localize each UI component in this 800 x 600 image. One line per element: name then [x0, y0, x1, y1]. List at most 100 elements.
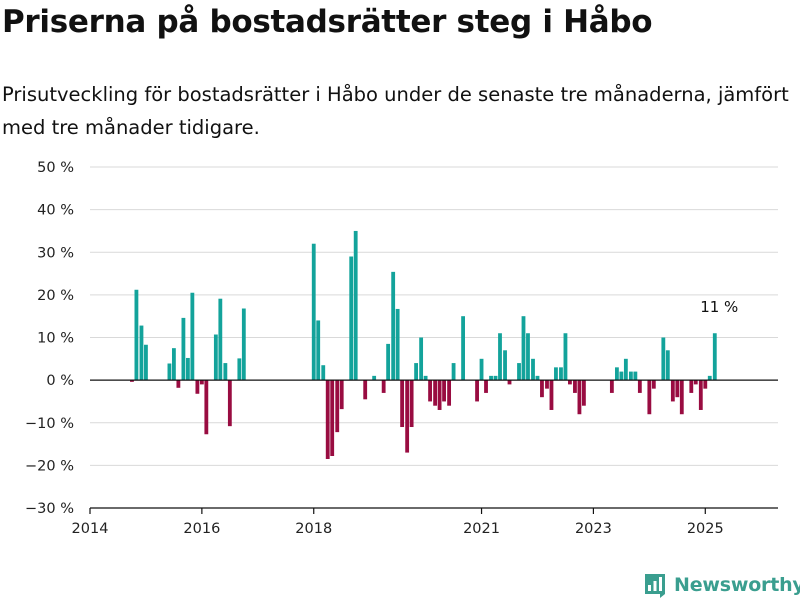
y-tick-label: 10 % — [37, 331, 74, 347]
bar — [176, 380, 181, 388]
bar — [493, 375, 498, 381]
bar — [689, 380, 694, 393]
bar — [330, 380, 335, 456]
bar — [581, 380, 586, 406]
bar — [139, 325, 144, 381]
chart-subtitle: Prisutveckling för bostadsrätter i Håbo … — [2, 83, 789, 139]
bar — [563, 333, 568, 381]
bar — [531, 358, 535, 381]
y-tick-label: −30 % — [25, 501, 74, 517]
y-tick-label: 50 % — [37, 160, 74, 176]
bar — [414, 363, 419, 381]
bar — [391, 271, 396, 381]
bar — [353, 230, 358, 381]
bar — [549, 380, 554, 410]
x-tick-label: 2023 — [575, 521, 612, 537]
bar — [568, 380, 572, 385]
bar — [227, 380, 232, 427]
bar — [615, 367, 619, 381]
x-tick-label: 2014 — [72, 521, 109, 537]
bar — [661, 337, 666, 381]
bar — [503, 350, 507, 381]
last-value-annotation: 11 % — [700, 298, 738, 316]
bar — [213, 334, 218, 381]
bar — [167, 363, 172, 381]
x-axis-labels: 2014 2016 2018 2021 2023 2025 — [72, 508, 724, 537]
bar — [204, 380, 209, 435]
bar — [372, 375, 377, 381]
y-axis-labels: −30 % −20 % −10 % 0 % 10 % 20 % 30 % 40 % 50 % — [25, 160, 74, 517]
bar — [651, 380, 656, 389]
bar — [433, 380, 438, 406]
bar — [628, 371, 633, 381]
x-tick-label: 2021 — [463, 521, 500, 537]
bar — [386, 343, 391, 381]
bar — [237, 358, 242, 381]
bar — [484, 380, 488, 393]
bar — [339, 380, 344, 410]
y-tick-label: 0 % — [46, 373, 74, 389]
bar — [171, 348, 176, 381]
x-tick-label: 2018 — [295, 521, 332, 537]
bar — [526, 333, 530, 381]
bar — [144, 344, 148, 381]
bar — [545, 380, 549, 389]
bar — [195, 380, 200, 394]
bar — [554, 367, 558, 381]
bar — [428, 380, 432, 402]
bar — [693, 380, 698, 385]
bar — [316, 320, 321, 381]
bar — [479, 358, 484, 381]
y-tick-label: 20 % — [37, 288, 74, 304]
bar — [190, 292, 195, 381]
bar — [498, 333, 502, 381]
bar — [507, 380, 512, 385]
bar — [130, 380, 134, 382]
bar — [461, 316, 465, 381]
bar — [521, 316, 526, 381]
x-tick-label: 2016 — [183, 521, 220, 537]
bar — [665, 350, 670, 381]
bar — [637, 380, 642, 393]
bar — [218, 298, 223, 381]
bar — [134, 289, 139, 381]
bar-chart: −30 % −20 % −10 % 0 % 10 % 20 % 30 % 40 % 50 % 2… — [25, 160, 778, 537]
bar-chart-logo-icon — [645, 574, 665, 598]
bar — [363, 380, 368, 400]
bar — [395, 308, 400, 381]
bar — [679, 380, 684, 415]
bar — [475, 380, 479, 402]
bar — [437, 380, 442, 410]
bar — [623, 358, 628, 381]
chart-title: Priserna på bostadsrätter steg i Håbo — [2, 4, 653, 40]
y-tick-label: −20 % — [25, 458, 74, 474]
bar — [559, 367, 563, 381]
y-tick-label: 30 % — [37, 245, 74, 261]
bar — [400, 380, 405, 428]
bar — [181, 317, 186, 381]
bar — [349, 256, 354, 381]
brand-logo: Newsworthy — [643, 570, 800, 600]
bar — [442, 380, 446, 402]
bar — [199, 380, 204, 385]
y-tick-label: −10 % — [25, 416, 74, 432]
bar — [325, 380, 330, 459]
bar — [335, 380, 340, 433]
bar — [703, 380, 708, 389]
bar — [185, 357, 190, 381]
bar — [573, 380, 577, 393]
brand-name: Newsworthy — [674, 574, 800, 596]
bar — [423, 375, 428, 381]
bar — [698, 380, 703, 410]
bar — [647, 380, 652, 415]
bar — [707, 375, 712, 381]
bar — [670, 380, 675, 402]
bar — [419, 337, 424, 381]
y-tick-label: 40 % — [37, 203, 74, 219]
bar — [447, 380, 452, 406]
bar — [451, 363, 456, 381]
bar — [619, 371, 624, 381]
bar — [577, 380, 582, 415]
bar — [409, 380, 414, 428]
x-tick-label: 2025 — [687, 521, 724, 537]
